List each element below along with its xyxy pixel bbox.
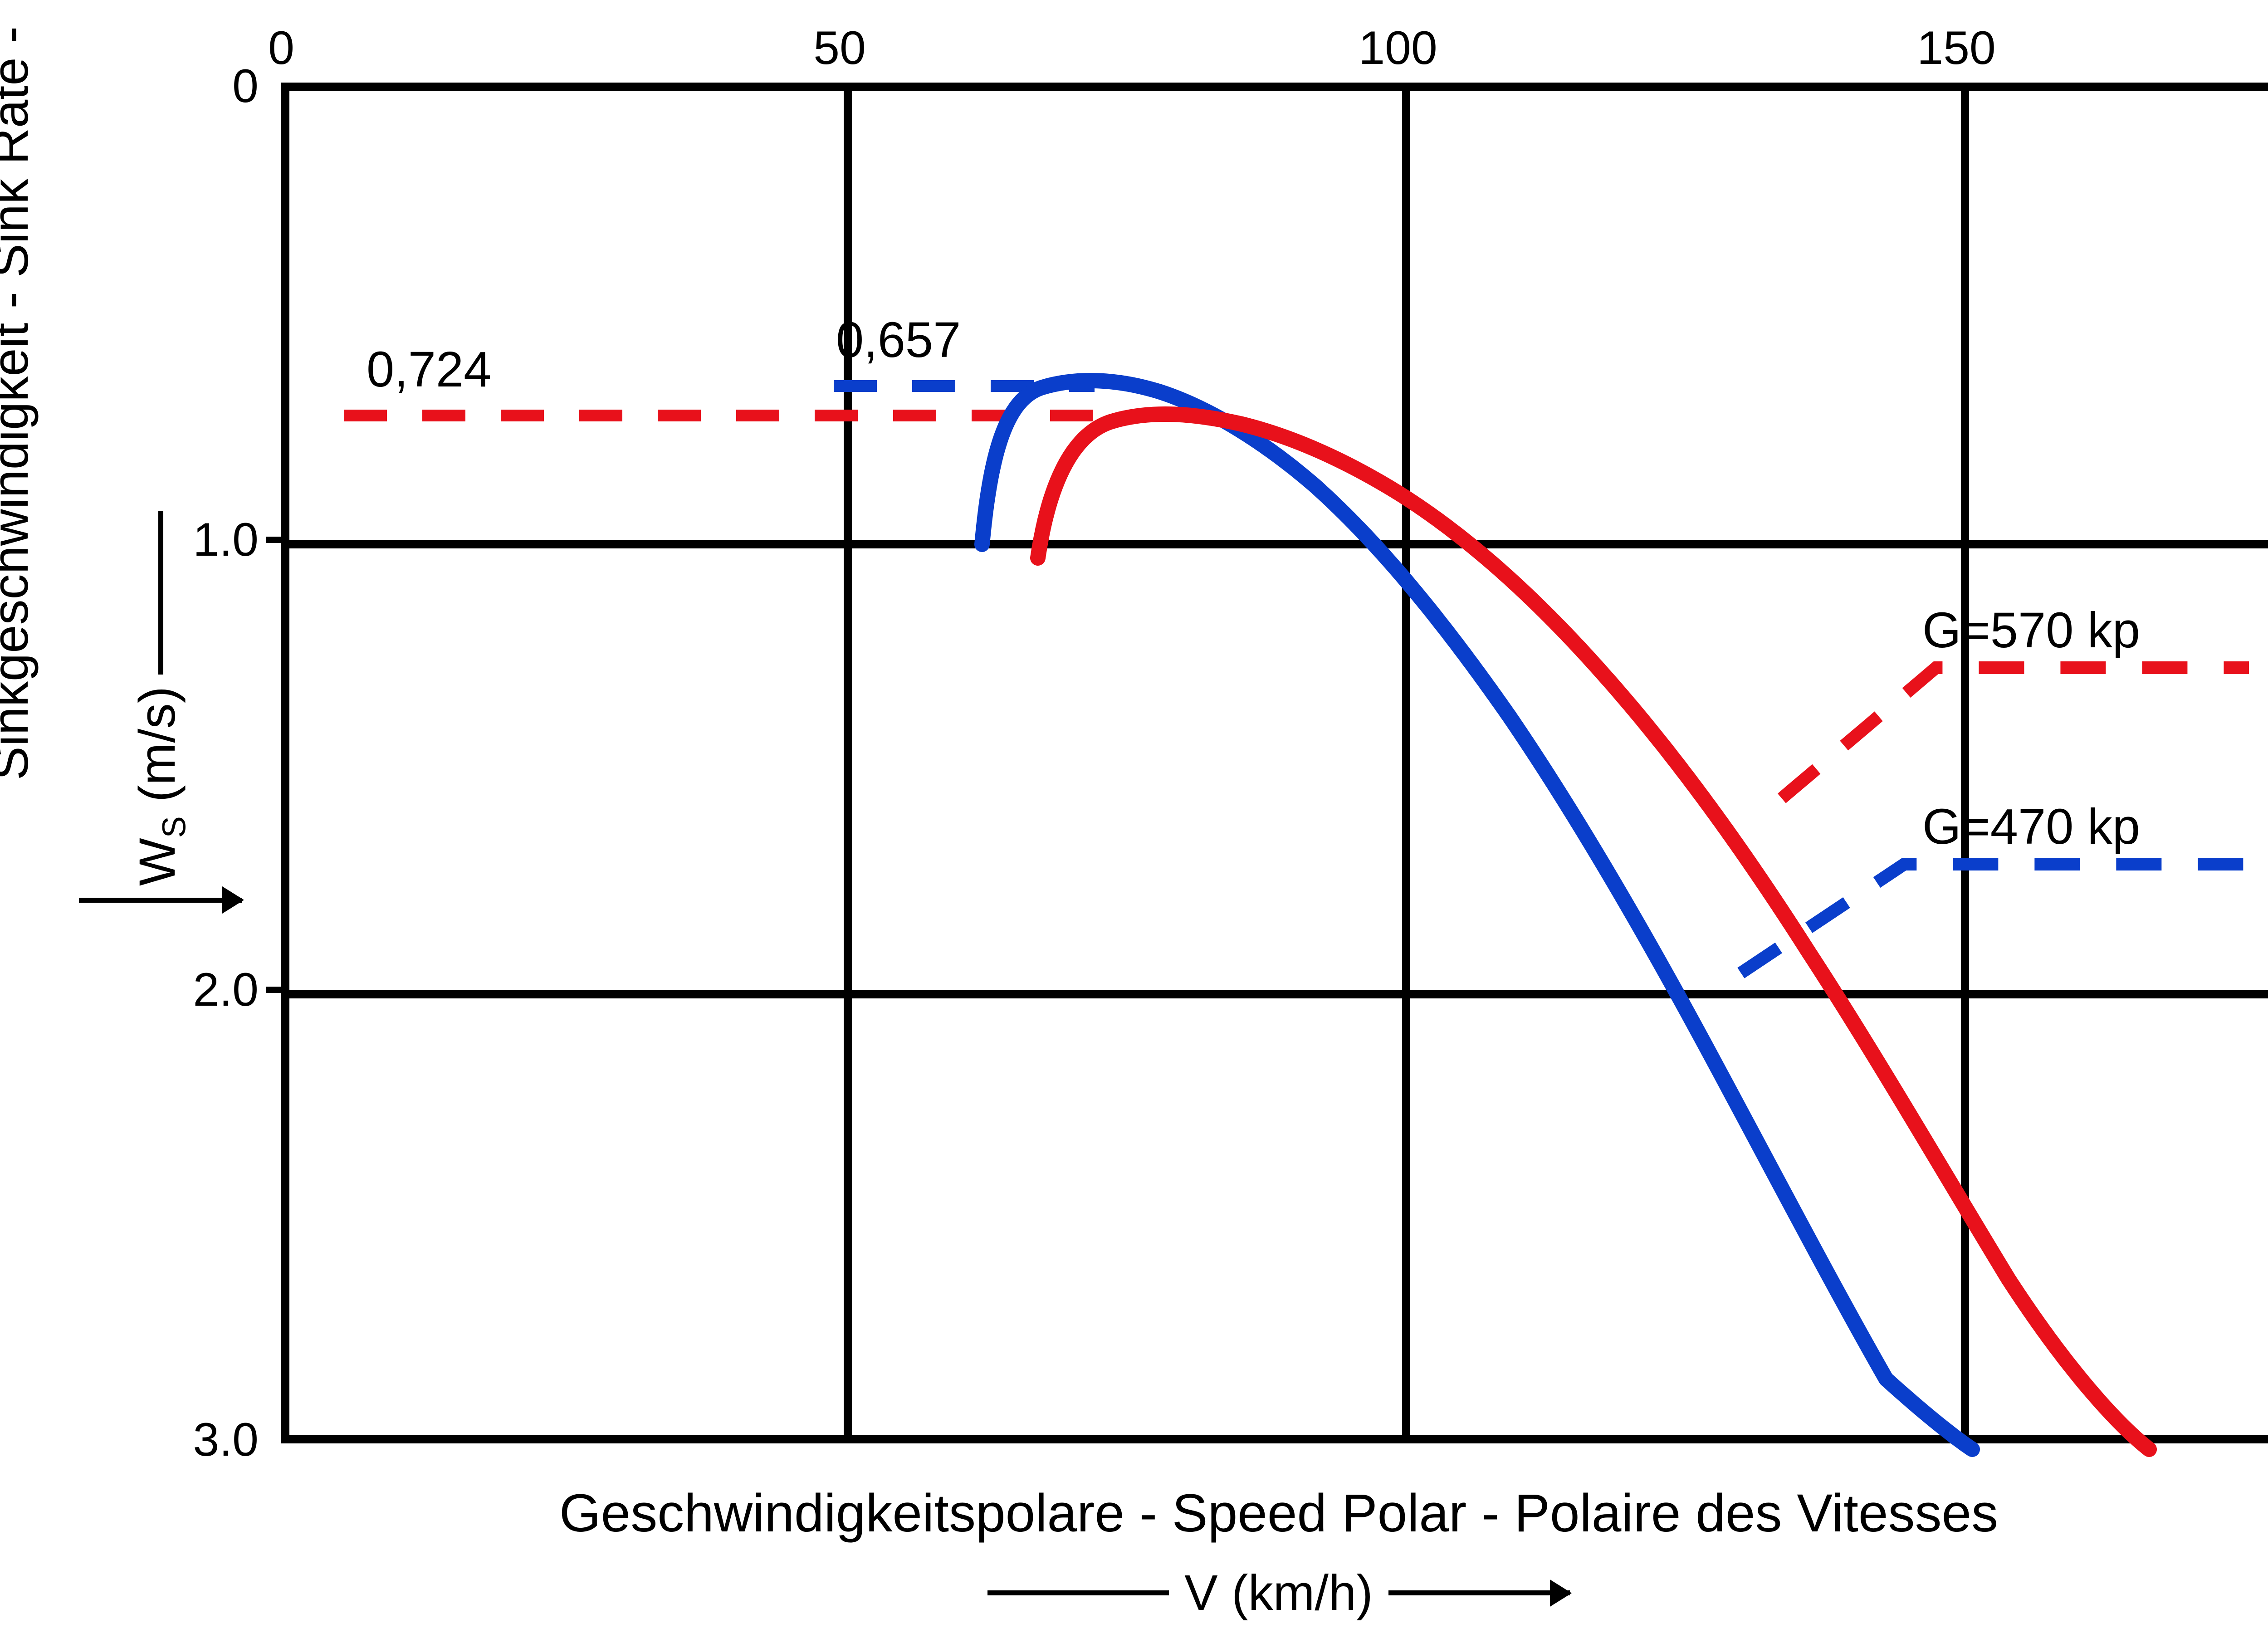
annotation-min-sink-blue: 0,657: [836, 312, 961, 368]
x-tick-50: 50: [813, 22, 866, 74]
y-axis-symbol: WS (m/s): [129, 686, 193, 886]
y-axis-symbol-group: WS (m/s): [79, 511, 242, 903]
gridline-v-100: [1402, 91, 1410, 1435]
x-axis-left-line: [987, 1590, 1169, 1595]
y-tick-1: 1.0: [193, 513, 259, 566]
x-axis-title: Geschwindigkeitspolare - Speed Polar - P…: [559, 1483, 1999, 1543]
plot-frame: 0,724 0,657 G=570 kp G=470 kp: [281, 83, 2268, 1457]
x-tick-0: 0: [268, 22, 294, 74]
x-tick-150: 150: [1917, 22, 1996, 74]
y-tick-3: 3.0: [193, 1413, 259, 1466]
x-axis-symbol-group: V (km/h): [0, 1564, 2268, 1622]
gridline-v-150: [1961, 91, 1969, 1435]
gridline-v-50: [844, 91, 852, 1435]
leader-line-blue: [1737, 858, 2249, 978]
curve-blue-470kp: [974, 373, 1980, 1457]
x-axis-symbol: V (km/h): [1184, 1565, 1373, 1621]
curves-svg: [344, 373, 2249, 1457]
y-axis-title: Sinkgeschwindigkeit - Sink Rate - Taux d…: [0, 0, 39, 780]
curve-red-570kp: [1030, 406, 2157, 1457]
annotation-weight-red: G=570 kp: [1922, 602, 2141, 658]
y-axis-arrow-icon: [79, 898, 242, 903]
annotation-weight-blue: G=470 kp: [1922, 799, 2141, 855]
x-tick-100: 100: [1359, 22, 1437, 74]
leader-line-red: [1777, 661, 2249, 803]
annotation-min-sink-red: 0,724: [367, 342, 492, 397]
gridline-h-2: [289, 990, 2268, 998]
y-tick-0: 0: [232, 60, 259, 112]
gridline-h-1: [289, 540, 2268, 548]
x-axis-arrow-icon: [1388, 1590, 1570, 1595]
y-axis-leader-line: [158, 511, 163, 675]
y-tick-2: 2.0: [193, 963, 259, 1016]
